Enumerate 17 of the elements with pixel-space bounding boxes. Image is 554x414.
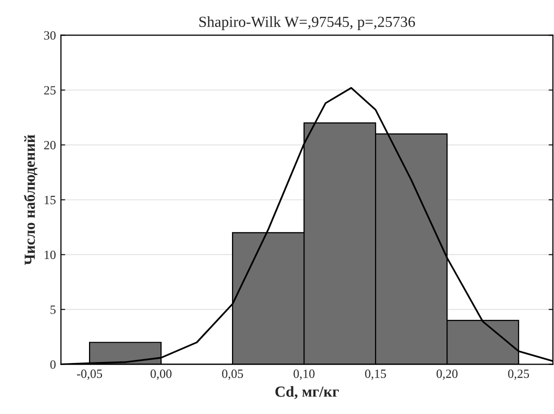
y-tick-label: 20 — [44, 140, 56, 150]
y-tick-label: 5 — [50, 306, 56, 314]
y-tick-label: 30 — [44, 31, 56, 40]
y-tick-label: 0 — [50, 360, 56, 369]
x-tick-label: 0,25 — [508, 370, 530, 380]
x-tick-label: 0,20 — [436, 370, 458, 380]
y-axis-title: Число наблюдений — [24, 134, 38, 265]
x-tick-label: -0,05 — [76, 370, 102, 380]
x-tick-label: 0,05 — [222, 370, 243, 380]
x-tick-label: 0,00 — [150, 370, 172, 380]
x-tick-label: 0,10 — [294, 370, 315, 380]
y-tick-label: 10 — [44, 250, 56, 260]
x-axis-title: Cd, мг/кг — [275, 386, 339, 400]
chart-title: Shapiro-Wilk W=,97545, p=,25736 — [199, 16, 415, 30]
x-tick-label: 0,15 — [365, 370, 386, 380]
y-tick-label: 25 — [44, 86, 56, 95]
y-tick-label: 15 — [44, 196, 56, 204]
